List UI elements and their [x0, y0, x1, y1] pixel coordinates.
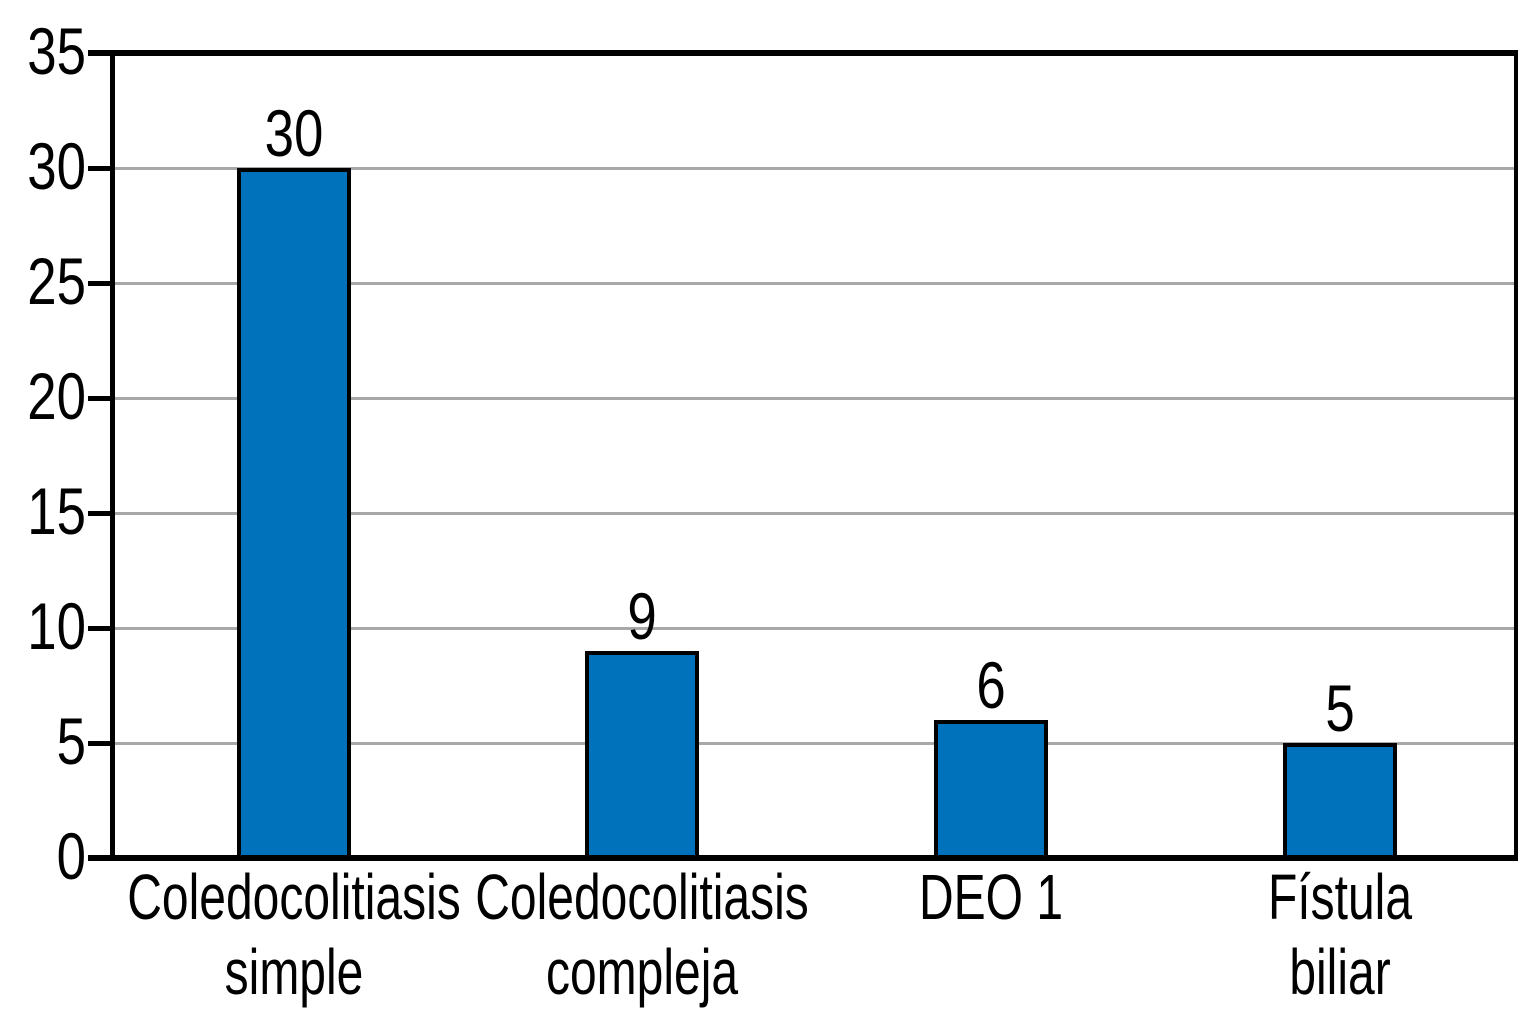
x-axis-category-label-3: DEO 1: [918, 861, 1063, 933]
y-axis-tick: [88, 625, 112, 631]
y-axis-tick: [88, 165, 112, 171]
y-axis-tick-label: 0: [56, 819, 86, 893]
bar-value-label: 30: [264, 96, 323, 170]
x-axis-category-label-4: Fístula biliar: [1267, 861, 1412, 1008]
gridline: [112, 166, 1518, 170]
y-axis-tick: [88, 740, 112, 746]
y-axis-line: [109, 50, 115, 861]
y-axis-tick-label: 20: [27, 359, 86, 433]
bar-1: [236, 168, 351, 858]
y-axis-tick-label: 15: [27, 474, 86, 548]
bar-value-label: 5: [1324, 671, 1355, 745]
y-axis-tick: [88, 395, 112, 401]
plot-top-border: [88, 50, 1518, 56]
gridline: [112, 511, 1518, 515]
x-axis-category-label-1: Coledocolitiasis simple: [126, 861, 461, 1008]
y-axis-tick-label: 25: [27, 244, 86, 318]
bar-4: [1282, 743, 1397, 858]
gridline: [112, 741, 1518, 745]
x-axis-category-label-2: Coledocolitiasis compleja: [475, 861, 809, 1008]
bar-3: [933, 720, 1048, 858]
y-axis-tick-label: 35: [27, 14, 86, 88]
gridline: [112, 396, 1518, 400]
y-axis-tick-label: 30: [27, 129, 86, 203]
bar-value-label: 9: [627, 579, 657, 653]
bar-2: [585, 651, 700, 858]
plot-right-border: [1514, 50, 1518, 861]
y-axis-tick-label: 10: [27, 589, 86, 663]
gridline: [112, 281, 1518, 285]
y-axis-tick: [88, 510, 112, 516]
gridline: [112, 626, 1518, 630]
bar-value-label: 6: [976, 648, 1006, 722]
x-axis-line: [88, 855, 1518, 861]
y-axis-tick-label: 5: [56, 704, 86, 778]
y-axis-tick: [88, 280, 112, 286]
